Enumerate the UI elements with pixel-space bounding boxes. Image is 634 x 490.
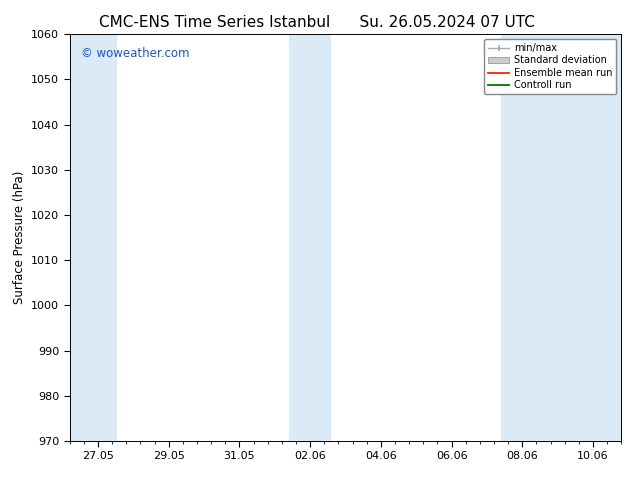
Bar — [70, 34, 117, 441]
Text: CMC-ENS Time Series Istanbul      Su. 26.05.2024 07 UTC: CMC-ENS Time Series Istanbul Su. 26.05.2… — [99, 15, 535, 30]
Legend: min/max, Standard deviation, Ensemble mean run, Controll run: min/max, Standard deviation, Ensemble me… — [484, 39, 616, 94]
Bar — [308, 34, 332, 441]
Bar — [289, 34, 308, 441]
Bar — [522, 34, 621, 441]
Text: © woweather.com: © woweather.com — [81, 47, 190, 59]
Bar — [501, 34, 522, 441]
Y-axis label: Surface Pressure (hPa): Surface Pressure (hPa) — [13, 171, 25, 304]
